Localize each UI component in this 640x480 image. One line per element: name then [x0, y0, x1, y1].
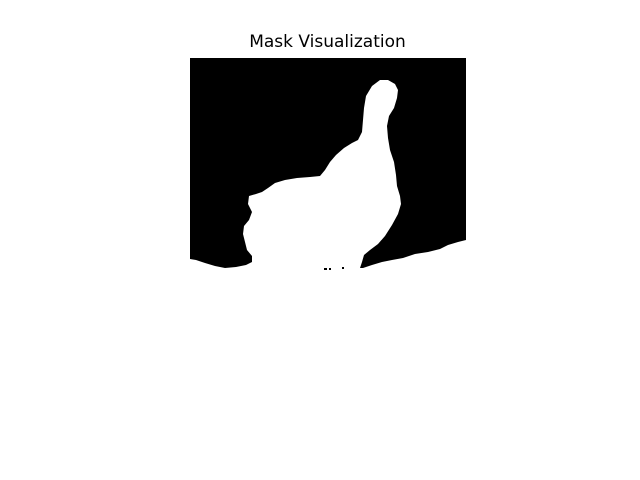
mask-background-region: [190, 58, 466, 268]
mask-speck: [342, 267, 344, 269]
mask-speck: [329, 268, 331, 270]
mask-speck: [324, 268, 327, 270]
